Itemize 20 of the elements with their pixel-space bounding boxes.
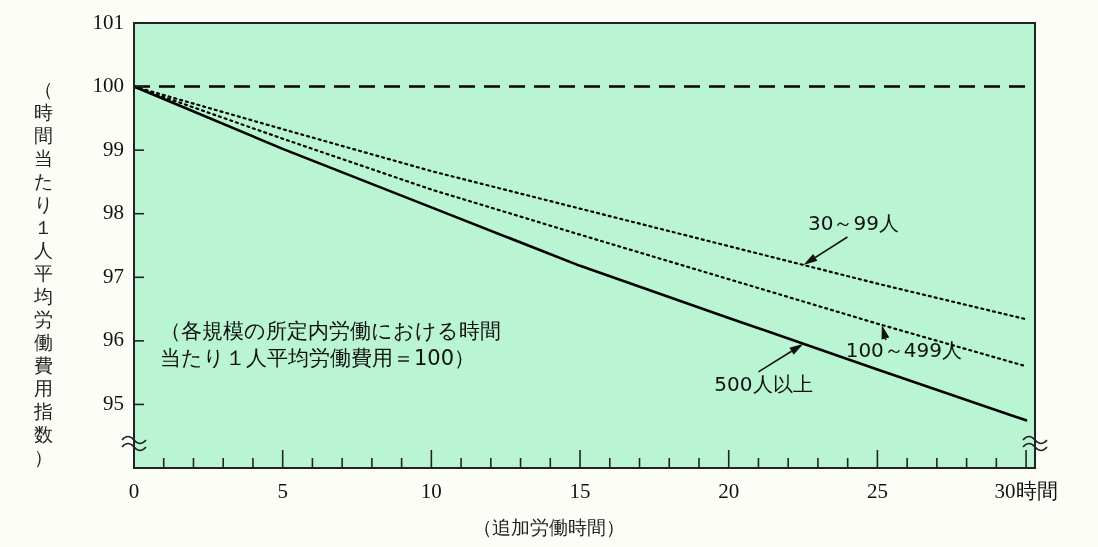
text: （時間当たり１人平均労働費用指数） — [33, 78, 53, 468]
x-tick-label: 30時間 — [994, 479, 1058, 504]
x-axis-title: （追加労働時間） — [472, 515, 626, 540]
series-label: 500人以上 — [714, 372, 813, 397]
series-label: 30～99人 — [807, 211, 899, 236]
y-tick-label: 100 — [92, 73, 124, 98]
y-tick-label: 101 — [92, 9, 124, 34]
x-tick-label: 5 — [277, 479, 288, 504]
y-tick-label: 97 — [103, 263, 124, 288]
y-tick-label: 98 — [103, 200, 124, 225]
y-tick-label: 95 — [103, 390, 124, 415]
series-label: 100～499人 — [845, 338, 963, 363]
y-tick-label: 96 — [103, 327, 124, 352]
annotation: （各規模の所定内労働における時間当たり１人平均労働費用＝100） — [160, 318, 502, 372]
y-tick-label: 99 — [103, 136, 124, 161]
x-tick-label: 25 — [866, 479, 888, 504]
x-tick-label: 10 — [420, 479, 442, 504]
x-tick-label: 20 — [718, 479, 740, 504]
x-tick-label: 0 — [128, 479, 140, 504]
x-tick-label: 15 — [569, 479, 591, 504]
